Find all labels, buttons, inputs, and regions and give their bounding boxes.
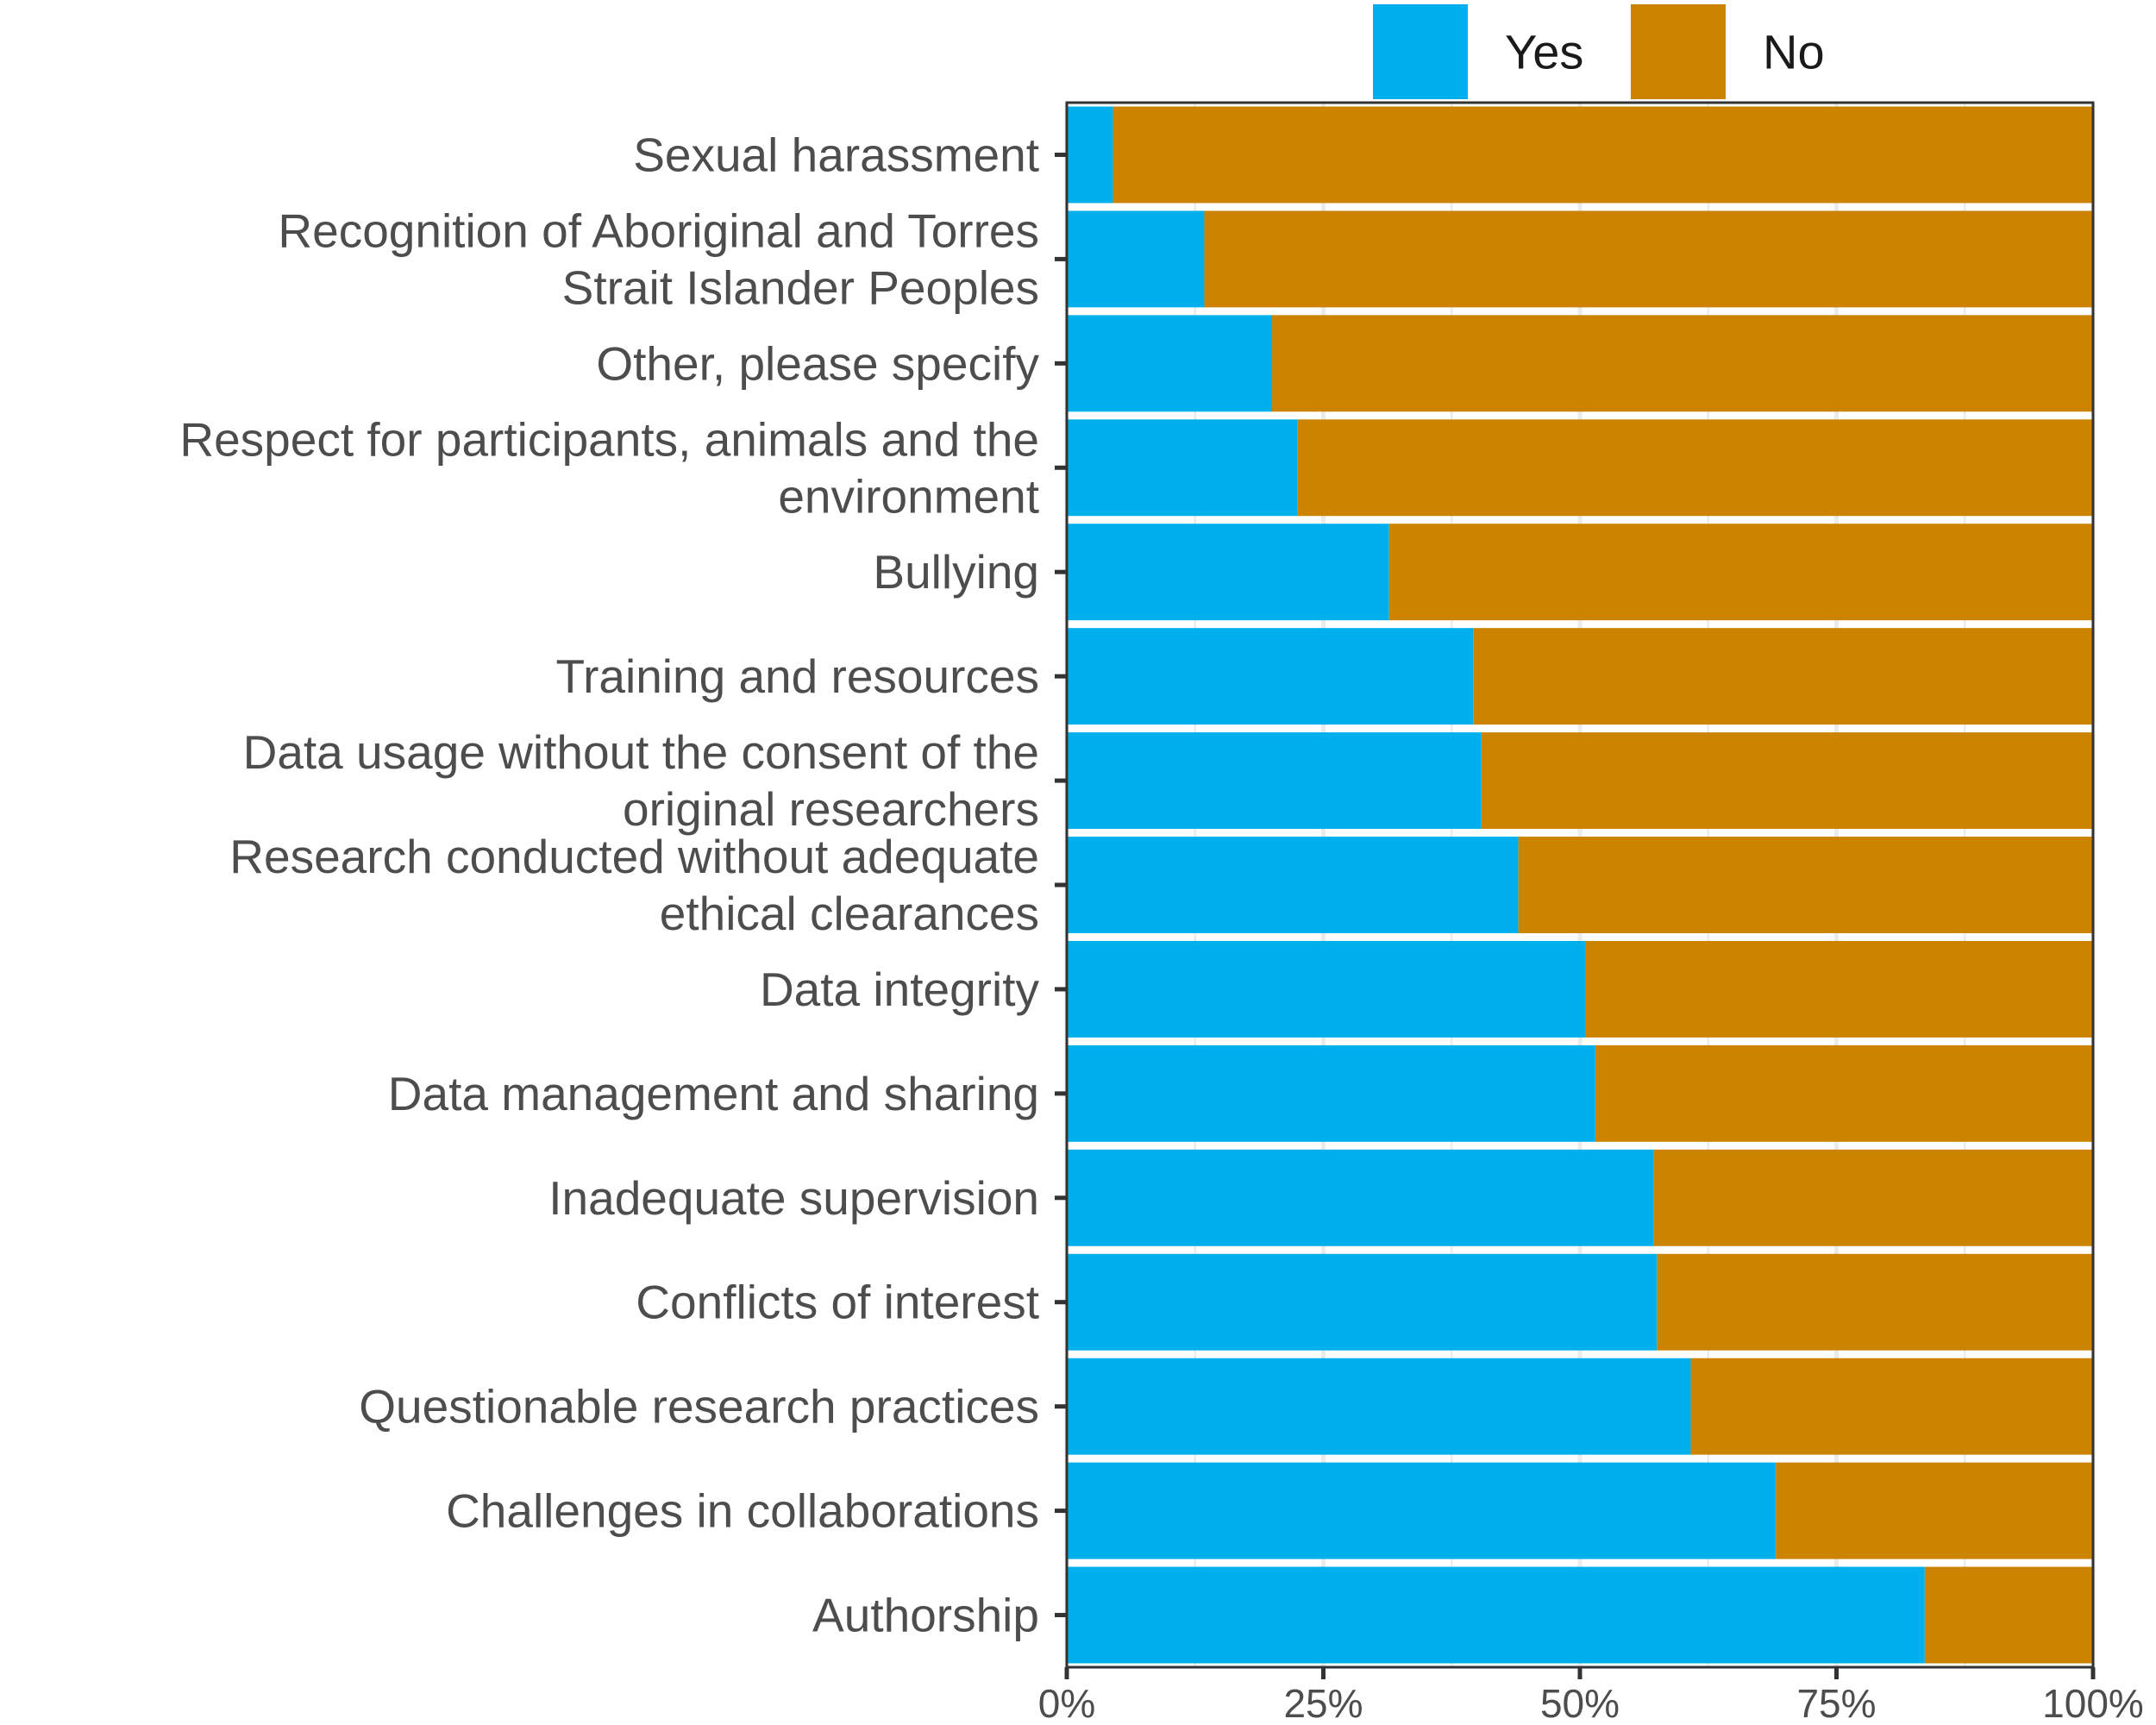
category-label: Training and resources: [556, 649, 1039, 703]
bar-yes-14: [1067, 1566, 1925, 1664]
bar-no-3: [1297, 419, 2093, 517]
category-label: Research conducted without adequate: [229, 830, 1039, 883]
bars: [1067, 106, 2093, 1664]
bar-yes-8: [1067, 940, 1585, 1038]
category-label: Bullying: [873, 545, 1039, 599]
category-label: Other, please specify: [596, 336, 1039, 390]
bar-yes-12: [1067, 1358, 1691, 1455]
category-label: Authorship: [812, 1589, 1039, 1642]
category-label: Data integrity: [760, 963, 1040, 1016]
bar-no-11: [1657, 1253, 2093, 1351]
category-label: Questionable research practices: [359, 1380, 1039, 1433]
x-axis: 0% 25% 50% 75% 100%: [1038, 1667, 2144, 1725]
category-label: Strait Islander Peoples: [562, 260, 1039, 314]
bar-yes-2: [1067, 315, 1272, 412]
legend-swatch-yes: [1373, 4, 1468, 99]
bar-no-9: [1595, 1044, 2093, 1142]
category-label: Inadequate supervision: [548, 1171, 1039, 1225]
bar-yes-1: [1067, 210, 1205, 308]
category-label: Challenges in collaborations: [446, 1484, 1039, 1538]
x-tick-label: 50%: [1540, 1681, 1620, 1725]
bar-yes-6: [1067, 732, 1482, 830]
bar-no-0: [1112, 106, 2093, 204]
x-tick-label: 0%: [1038, 1681, 1095, 1725]
category-label: Data usage without the consent of the: [243, 725, 1039, 779]
bar-yes-10: [1067, 1149, 1654, 1246]
bar-yes-3: [1067, 419, 1298, 517]
category-label: Recognition of Aboriginal and Torres: [278, 204, 1039, 257]
bar-yes-9: [1067, 1044, 1595, 1142]
legend: Yes No: [1373, 4, 1825, 99]
x-tick-label: 75%: [1796, 1681, 1876, 1725]
bar-no-6: [1481, 732, 2093, 830]
bar-no-7: [1518, 837, 2093, 933]
bar-yes-11: [1067, 1253, 1658, 1351]
bar-yes-7: [1067, 837, 1519, 933]
bar-no-1: [1204, 210, 2093, 308]
legend-label-yes: Yes: [1505, 25, 1583, 79]
category-label: original researchers: [623, 782, 1039, 836]
bar-no-13: [1776, 1462, 2093, 1559]
category-label: ethical clearances: [660, 887, 1039, 940]
y-axis: Sexual harassment Recognition of Aborigin…: [179, 128, 1067, 1642]
category-label: Data management and sharing: [388, 1067, 1039, 1120]
bar-yes-13: [1067, 1462, 1777, 1559]
bar-yes-0: [1067, 106, 1113, 204]
category-label: environment: [778, 469, 1039, 523]
legend-label-no: No: [1763, 25, 1825, 79]
bar-no-2: [1272, 315, 2093, 412]
bar-yes-5: [1067, 628, 1474, 725]
bar-no-4: [1388, 524, 2093, 621]
x-tick-label: 100%: [2042, 1681, 2144, 1725]
bar-no-10: [1653, 1149, 2093, 1246]
bar-no-12: [1690, 1358, 2093, 1455]
bar-no-5: [1473, 628, 2093, 725]
bar-no-8: [1584, 940, 2093, 1038]
legend-swatch-no: [1631, 4, 1726, 99]
x-tick-label: 25%: [1283, 1681, 1363, 1725]
bar-yes-4: [1067, 524, 1389, 621]
bar-no-14: [1924, 1566, 2093, 1664]
category-label: Respect for participants, animals and th…: [179, 412, 1039, 466]
category-label: Conflicts of interest: [636, 1276, 1039, 1329]
category-label: Sexual harassment: [633, 128, 1039, 181]
